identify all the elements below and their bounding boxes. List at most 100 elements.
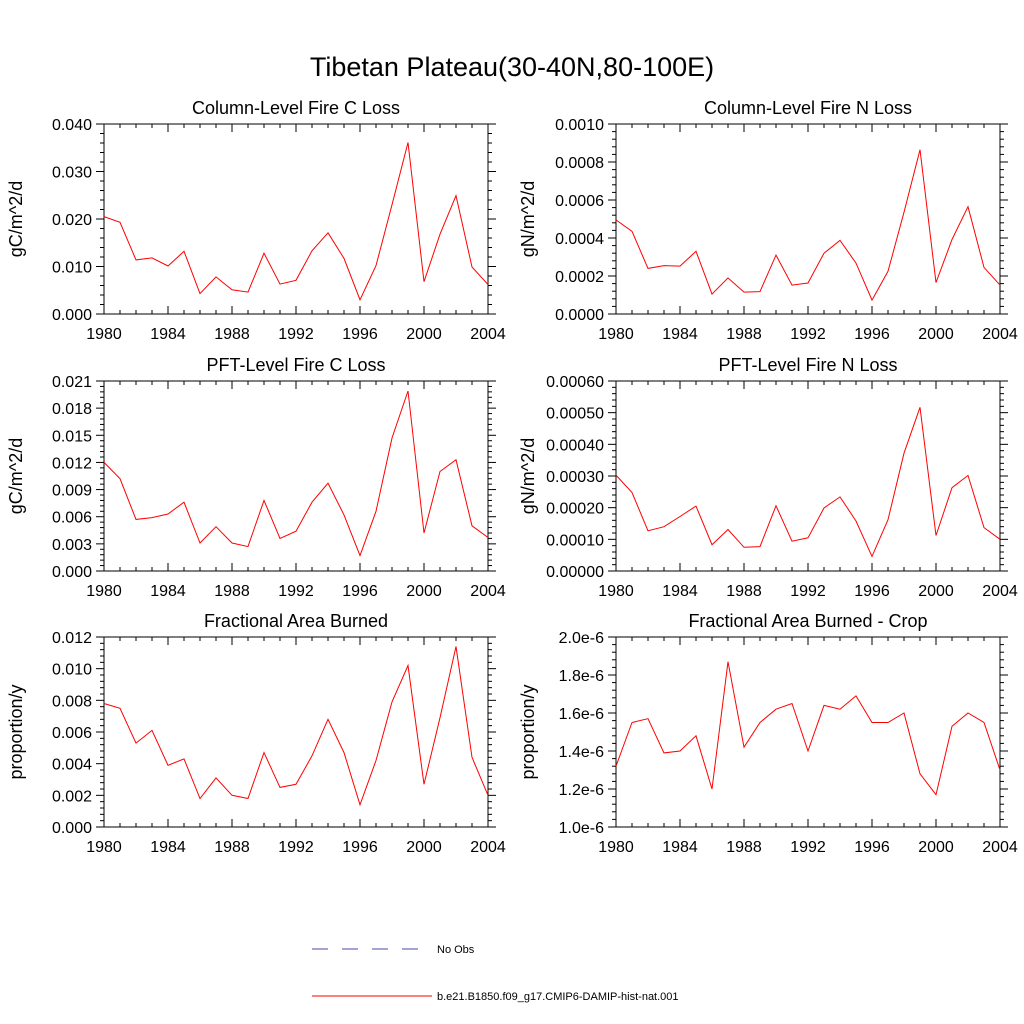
y-tick-label: 0.00030 — [546, 469, 604, 486]
x-tick-label: 1988 — [726, 326, 762, 343]
y-axis-label: proportion/y — [518, 684, 538, 779]
y-tick-label: 1.6e-6 — [559, 706, 604, 723]
plot-frame — [615, 636, 1001, 828]
x-tick-label: 1980 — [598, 583, 634, 600]
x-tick-label: 1992 — [278, 583, 314, 600]
x-tick-label: 1984 — [150, 839, 186, 856]
x-tick-label: 1996 — [854, 583, 890, 600]
y-axis-label: proportion/y — [6, 684, 26, 779]
y-tick-label: 0.009 — [52, 483, 92, 500]
y-tick-label: 0.010 — [52, 260, 92, 277]
panel-title: Column-Level Fire C Loss — [192, 98, 400, 118]
chart-panel-6: Fractional Area Burned - Crop proportion/… — [518, 611, 1018, 856]
x-tick-label: 1980 — [86, 583, 122, 600]
y-axis-label: gN/m^2/d — [518, 438, 538, 514]
x-tick-label: 1984 — [150, 326, 186, 343]
panel-title: Column-Level Fire N Loss — [704, 98, 912, 118]
y-tick-label: 0.000 — [52, 307, 92, 324]
x-tick-label: 2004 — [470, 583, 506, 600]
x-tick-label: 1984 — [662, 839, 698, 856]
legend-obs-label: No Obs — [437, 944, 475, 956]
plot-frame — [615, 380, 1001, 572]
x-tick-label: 1992 — [790, 839, 826, 856]
plot-frame — [103, 123, 489, 315]
figure-title: Tibetan Plateau(30-40N,80-100E) — [310, 52, 714, 82]
y-tick-label: 1.0e-6 — [559, 820, 604, 837]
y-axis-label: gC/m^2/d — [6, 181, 26, 257]
y-tick-label: 1.2e-6 — [559, 782, 604, 799]
legend-model-label: b.e21.B1850.f09_g17.CMIP6-DAMIP-hist-nat… — [437, 991, 679, 1003]
y-tick-label: 0.040 — [52, 117, 92, 134]
series-line — [615, 407, 1001, 558]
y-tick-label: 0.000 — [52, 820, 92, 837]
y-tick-label: 0.00010 — [546, 532, 604, 549]
x-tick-label: 1980 — [598, 326, 634, 343]
y-tick-label: 0.012 — [52, 630, 92, 647]
x-tick-label: 1980 — [598, 839, 634, 856]
chart-panel-1: Column-Level Fire C Loss gC/m^2/d 1980 1984… — [6, 98, 506, 343]
y-tick-label: 0.00040 — [546, 437, 604, 454]
series-line — [103, 646, 489, 807]
y-tick-label: 0.010 — [52, 662, 92, 679]
y-tick-label: 0.0000 — [555, 307, 604, 324]
x-tick-label: 1984 — [662, 326, 698, 343]
x-tick-label: 2000 — [406, 326, 442, 343]
x-tick-label: 2004 — [470, 326, 506, 343]
y-tick-label: 0.018 — [52, 401, 92, 418]
y-axis-label: gN/m^2/d — [518, 181, 538, 257]
panel-title: PFT-Level Fire C Loss — [206, 355, 385, 375]
x-tick-label: 1996 — [854, 839, 890, 856]
y-tick-label: 0.0002 — [555, 269, 604, 286]
x-tick-label: 1988 — [214, 326, 250, 343]
x-tick-label: 2000 — [406, 583, 442, 600]
x-tick-label: 1996 — [342, 583, 378, 600]
x-tick-label: 1996 — [854, 326, 890, 343]
x-tick-label: 2000 — [918, 839, 954, 856]
y-tick-label: 0.00000 — [546, 564, 604, 581]
x-tick-label: 1980 — [86, 326, 122, 343]
legend: No Obs b.e21.B1850.f09_g17.CMIP6-DAMIP-h… — [312, 944, 679, 1003]
y-axis-label: gC/m^2/d — [6, 438, 26, 514]
y-tick-label: 0.002 — [52, 788, 92, 805]
y-tick-label: 0.0010 — [555, 117, 604, 134]
x-tick-label: 2000 — [406, 839, 442, 856]
y-tick-label: 0.004 — [52, 757, 92, 774]
plot-frame — [103, 380, 489, 572]
x-tick-label: 1980 — [86, 839, 122, 856]
x-tick-label: 1988 — [726, 839, 762, 856]
y-tick-label: 1.4e-6 — [559, 744, 604, 761]
y-tick-label: 2.0e-6 — [559, 630, 604, 647]
chart-panel-5: Fractional Area Burned proportion/y 1980 19… — [6, 611, 506, 856]
series-line — [615, 661, 1001, 796]
y-tick-label: 0.0004 — [555, 231, 604, 248]
x-tick-label: 2004 — [982, 583, 1018, 600]
x-tick-label: 1988 — [214, 583, 250, 600]
x-tick-label: 1992 — [790, 326, 826, 343]
y-tick-label: 0.008 — [52, 693, 92, 710]
y-tick-label: 0.0008 — [555, 155, 604, 172]
x-tick-label: 1992 — [278, 326, 314, 343]
y-tick-label: 0.020 — [52, 212, 92, 229]
y-tick-label: 0.000 — [52, 564, 92, 581]
series-line — [103, 390, 489, 558]
panel-title: PFT-Level Fire N Loss — [718, 355, 897, 375]
y-tick-label: 0.00020 — [546, 501, 604, 518]
x-tick-label: 1984 — [150, 583, 186, 600]
x-tick-label: 1996 — [342, 326, 378, 343]
x-tick-label: 1984 — [662, 583, 698, 600]
y-tick-label: 0.015 — [52, 428, 92, 445]
panel-title: Fractional Area Burned — [204, 611, 388, 631]
y-tick-label: 0.006 — [52, 725, 92, 742]
x-tick-label: 2004 — [470, 839, 506, 856]
y-tick-label: 0.030 — [52, 165, 92, 182]
chart-panel-3: PFT-Level Fire C Loss gC/m^2/d 1980 1984 198… — [6, 355, 506, 600]
x-tick-label: 1988 — [726, 583, 762, 600]
chart-panel-4: PFT-Level Fire N Loss gN/m^2/d 1980 1984 198… — [518, 355, 1018, 600]
panel-title: Fractional Area Burned - Crop — [688, 611, 927, 631]
x-tick-label: 2000 — [918, 583, 954, 600]
panels: Column-Level Fire C Loss gC/m^2/d 1980 1984… — [6, 98, 1018, 856]
plot-frame — [615, 123, 1001, 315]
x-tick-label: 2004 — [982, 839, 1018, 856]
plot-frame — [103, 636, 489, 828]
